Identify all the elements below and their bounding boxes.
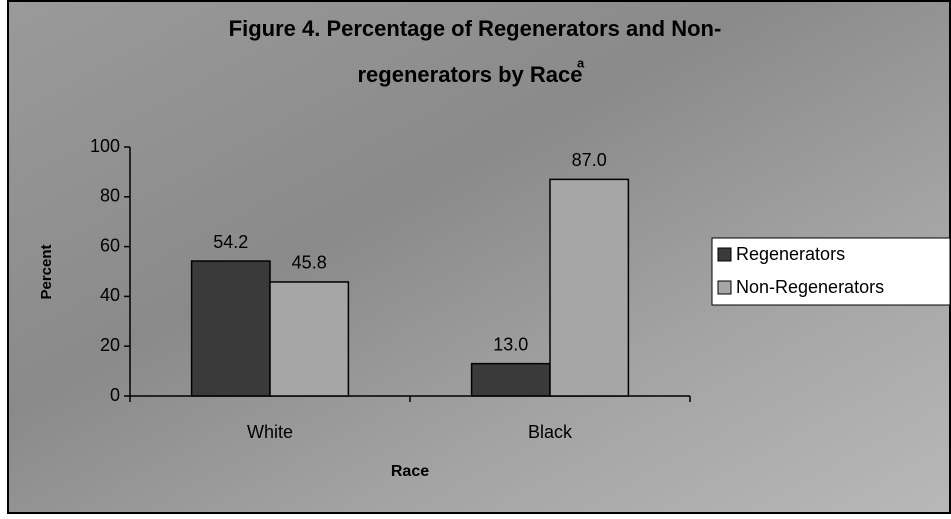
bar <box>470 362 551 397</box>
y-tick-label: 0 <box>110 385 120 405</box>
value-label: 13.0 <box>493 334 528 354</box>
y-tick-label: 60 <box>100 235 120 255</box>
chart-title: Figure 4. Percentage of Regenerators and… <box>229 16 722 41</box>
chart-title: regenerators by Race <box>358 62 583 87</box>
legend-label: Regenerators <box>736 244 845 264</box>
y-tick-label: 20 <box>100 335 120 355</box>
y-tick-label: 80 <box>100 186 120 206</box>
value-label: 54.2 <box>213 232 248 252</box>
value-label: 45.8 <box>292 253 327 273</box>
title-note: a <box>577 55 585 70</box>
y-tick-label: 100 <box>90 136 120 156</box>
value-label: 87.0 <box>572 150 607 170</box>
y-tick-label: 40 <box>100 285 120 305</box>
bar <box>269 281 350 397</box>
legend-swatch <box>717 280 732 295</box>
x-tick-label: Black <box>528 422 573 442</box>
legend-swatch <box>717 247 732 262</box>
legend-box <box>711 237 951 306</box>
x-tick-label: White <box>247 422 293 442</box>
bar <box>549 178 630 397</box>
legend-label: Non-Regenerators <box>736 277 884 297</box>
bar <box>190 260 271 397</box>
x-axis-label: Race <box>391 463 429 480</box>
y-axis-label: Percent <box>38 244 55 299</box>
